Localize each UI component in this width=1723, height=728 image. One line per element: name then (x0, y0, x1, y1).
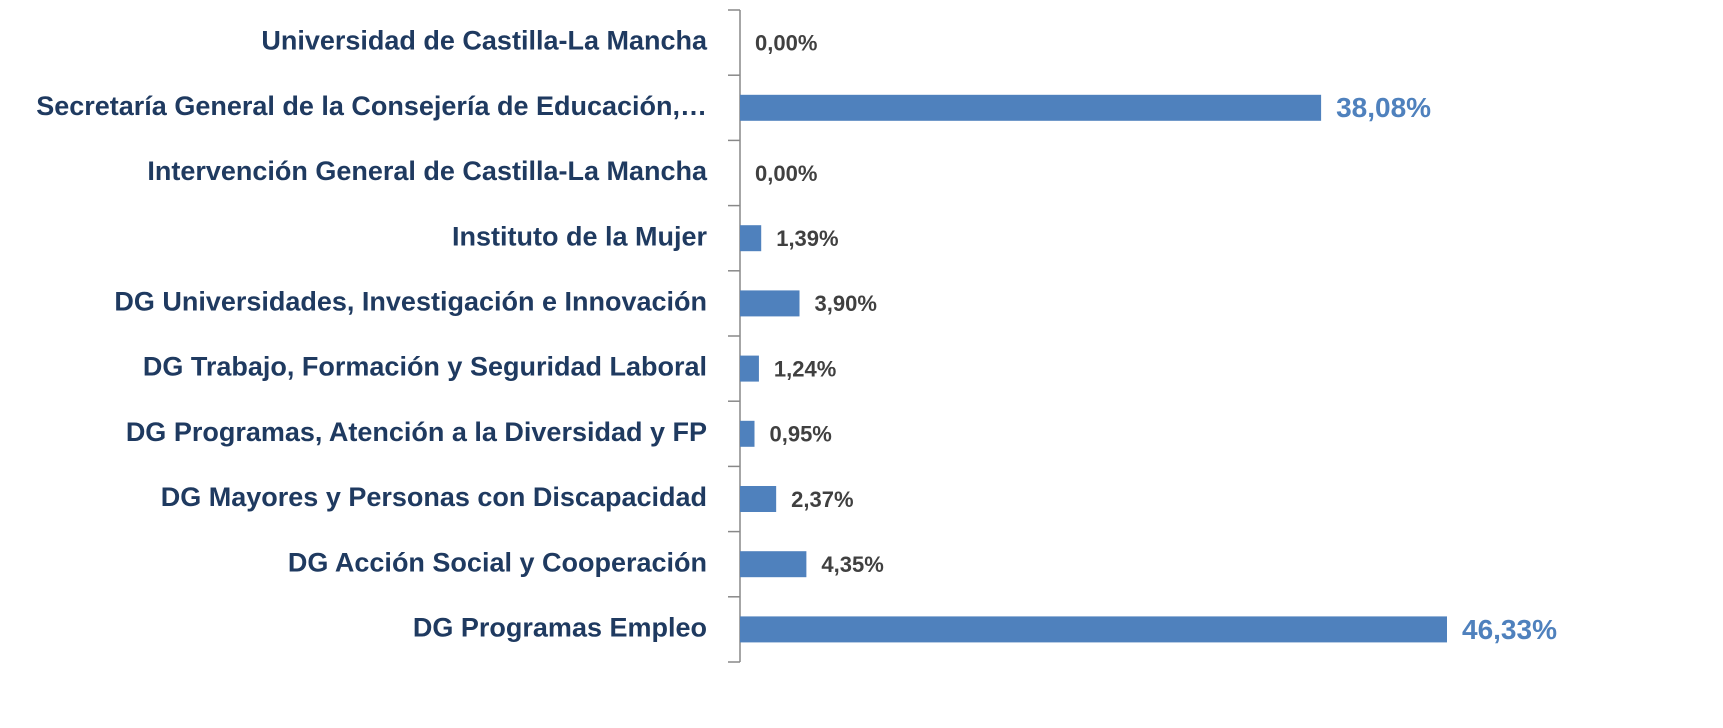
bar (740, 290, 800, 317)
bar (740, 225, 762, 252)
value-label: 3,90% (815, 291, 877, 316)
category-label: DG Programas, Atención a la Diversidad y… (126, 417, 707, 447)
bar (740, 616, 1447, 643)
category-label: DG Mayores y Personas con Discapacidad (161, 482, 707, 512)
value-label: 0,95% (769, 422, 831, 447)
category-label: Instituto de la Mujer (452, 221, 708, 251)
category-label: DG Programas Empleo (413, 613, 707, 643)
bar (740, 94, 1322, 121)
bar (740, 551, 807, 578)
value-label: 0,00% (755, 30, 817, 55)
category-label: Secretaría General de la Consejería de E… (36, 91, 707, 121)
bar (740, 486, 777, 512)
category-label: Universidad de Castilla-La Mancha (261, 26, 708, 56)
value-label: 38,08% (1336, 92, 1431, 123)
category-label: DG Universidades, Investigación e Innova… (114, 287, 707, 317)
bar (740, 420, 755, 447)
category-label: Intervención General de Castilla-La Manc… (147, 156, 708, 186)
value-label: 1,24% (774, 356, 836, 381)
value-label: 1,39% (776, 226, 838, 251)
value-label: 0,00% (755, 161, 817, 186)
category-label: DG Acción Social y Cooperación (288, 547, 707, 577)
value-label: 4,35% (821, 552, 883, 577)
value-label: 46,33% (1462, 614, 1557, 645)
value-label: 2,37% (791, 487, 853, 512)
bar (740, 355, 759, 382)
category-label: DG Trabajo, Formación y Seguridad Labora… (143, 352, 707, 382)
